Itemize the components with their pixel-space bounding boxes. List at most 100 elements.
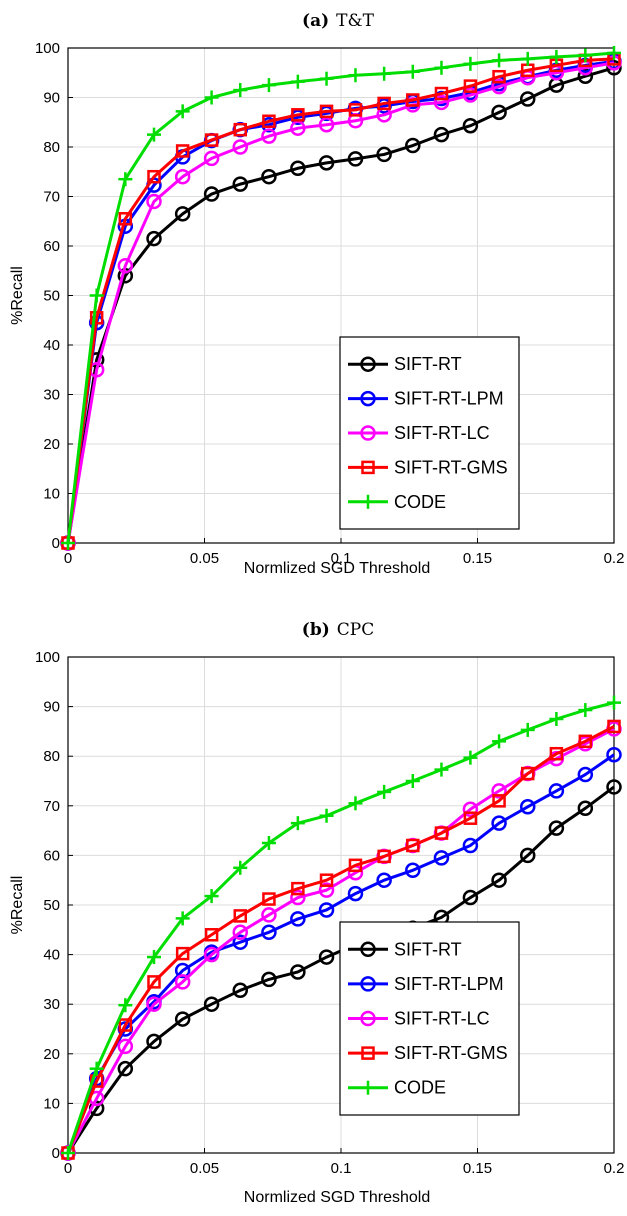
y-tick-label: 10 bbox=[43, 1095, 60, 1112]
x-tick-label: 0.1 bbox=[331, 550, 352, 567]
data-point bbox=[146, 1033, 162, 1050]
data-point bbox=[606, 746, 622, 763]
panel-tag: (b) bbox=[302, 620, 330, 640]
data-point bbox=[117, 1060, 134, 1077]
data-point bbox=[318, 116, 335, 133]
data-point bbox=[262, 114, 276, 129]
y-tick-label: 40 bbox=[43, 947, 60, 964]
data-point bbox=[290, 911, 306, 927]
data-point bbox=[433, 850, 450, 866]
data-point bbox=[549, 746, 564, 761]
data-point bbox=[492, 734, 507, 749]
data-point bbox=[491, 872, 507, 888]
data-point bbox=[377, 96, 391, 111]
legend-label: CODE bbox=[394, 492, 446, 512]
legend: SIFT-RT SIFT-RT-LPM SIFT-RT-LC SIFT-RT-GMS C… bbox=[339, 921, 520, 1116]
x-tick-label: 0 bbox=[64, 1160, 72, 1177]
data-point bbox=[233, 122, 248, 137]
data-point bbox=[319, 873, 334, 887]
data-point bbox=[204, 928, 219, 942]
data-point bbox=[319, 808, 334, 823]
data-point bbox=[174, 206, 191, 222]
data-point bbox=[578, 734, 593, 749]
series-line bbox=[66, 701, 615, 1154]
y-tick-label: 20 bbox=[43, 436, 60, 453]
legend-item: SIFT-RT-LPM bbox=[348, 974, 504, 994]
data-point bbox=[607, 45, 621, 60]
legend-swatch-marker bbox=[361, 494, 375, 509]
data-point bbox=[290, 964, 306, 980]
data-point bbox=[290, 889, 306, 906]
y-tick-label: 60 bbox=[43, 238, 60, 255]
legend-swatch-marker bbox=[360, 1010, 376, 1027]
data-point bbox=[232, 934, 249, 950]
data-point bbox=[462, 117, 479, 134]
x-axis-label: Normlized SGD Threshold bbox=[244, 560, 430, 577]
data-point bbox=[548, 820, 565, 836]
data-point bbox=[291, 108, 305, 122]
data-point bbox=[203, 946, 220, 963]
x-axis-label: Normlized SGD Threshold bbox=[244, 1189, 430, 1206]
data-point bbox=[347, 151, 364, 167]
data-point bbox=[261, 128, 277, 144]
data-point bbox=[405, 137, 421, 154]
data-point bbox=[203, 996, 220, 1012]
data-point bbox=[434, 826, 449, 840]
legend-label: SIFT-RT-LC bbox=[394, 1009, 490, 1029]
data-point bbox=[347, 885, 364, 902]
data-point bbox=[377, 849, 391, 864]
data-point bbox=[606, 779, 622, 795]
data-point bbox=[491, 815, 507, 831]
data-point bbox=[607, 719, 621, 734]
series-sift-rt-gms bbox=[61, 719, 621, 1160]
data-point bbox=[146, 950, 161, 965]
data-point bbox=[318, 882, 335, 898]
legend-item: SIFT-RT-GMS bbox=[348, 1043, 508, 1063]
data-point bbox=[61, 1146, 75, 1160]
data-point bbox=[261, 924, 277, 941]
legend-swatch-marker bbox=[360, 425, 376, 441]
y-tick-label: 50 bbox=[43, 897, 60, 914]
data-point bbox=[463, 79, 478, 93]
data-point bbox=[147, 975, 161, 989]
data-point bbox=[519, 91, 536, 107]
y-tick-label: 70 bbox=[43, 798, 60, 815]
data-point bbox=[519, 799, 536, 815]
data-point bbox=[548, 783, 565, 799]
data-point bbox=[89, 311, 104, 325]
data-point bbox=[434, 60, 449, 75]
data-point bbox=[118, 212, 133, 226]
data-point bbox=[607, 695, 621, 710]
data-point bbox=[463, 811, 478, 825]
y-tick-label: 70 bbox=[43, 189, 60, 206]
legend-item: CODE bbox=[348, 1078, 446, 1098]
legend-label: SIFT-RT-LC bbox=[394, 423, 490, 443]
data-point bbox=[232, 982, 249, 999]
panel-title: CPC bbox=[337, 620, 374, 640]
legend-label: SIFT-RT-LPM bbox=[394, 974, 504, 994]
data-point bbox=[606, 60, 622, 76]
data-point bbox=[290, 816, 305, 831]
legend-label: SIFT-RT bbox=[394, 939, 462, 959]
legend-item: CODE bbox=[348, 492, 446, 512]
data-point bbox=[318, 902, 335, 918]
legend: SIFT-RT SIFT-RT-LPM SIFT-RT-LC SIFT-RT-GMS C… bbox=[339, 336, 520, 530]
x-tick-label: 0.05 bbox=[190, 550, 219, 567]
data-point bbox=[578, 48, 593, 63]
data-point bbox=[261, 78, 276, 93]
legend-item: SIFT-RT-GMS bbox=[348, 457, 508, 477]
data-point bbox=[146, 996, 162, 1012]
y-tick-label: 80 bbox=[43, 748, 60, 765]
data-point bbox=[174, 962, 191, 979]
x-tick-label: 0.2 bbox=[604, 550, 625, 567]
series-sift-rt bbox=[60, 60, 622, 551]
data-point bbox=[520, 51, 535, 66]
data-point bbox=[204, 90, 219, 105]
data-point bbox=[146, 193, 162, 210]
y-tick-label: 80 bbox=[43, 139, 60, 156]
data-point bbox=[89, 288, 104, 303]
data-point bbox=[549, 49, 564, 64]
data-point bbox=[405, 862, 421, 879]
data-point bbox=[146, 230, 162, 247]
